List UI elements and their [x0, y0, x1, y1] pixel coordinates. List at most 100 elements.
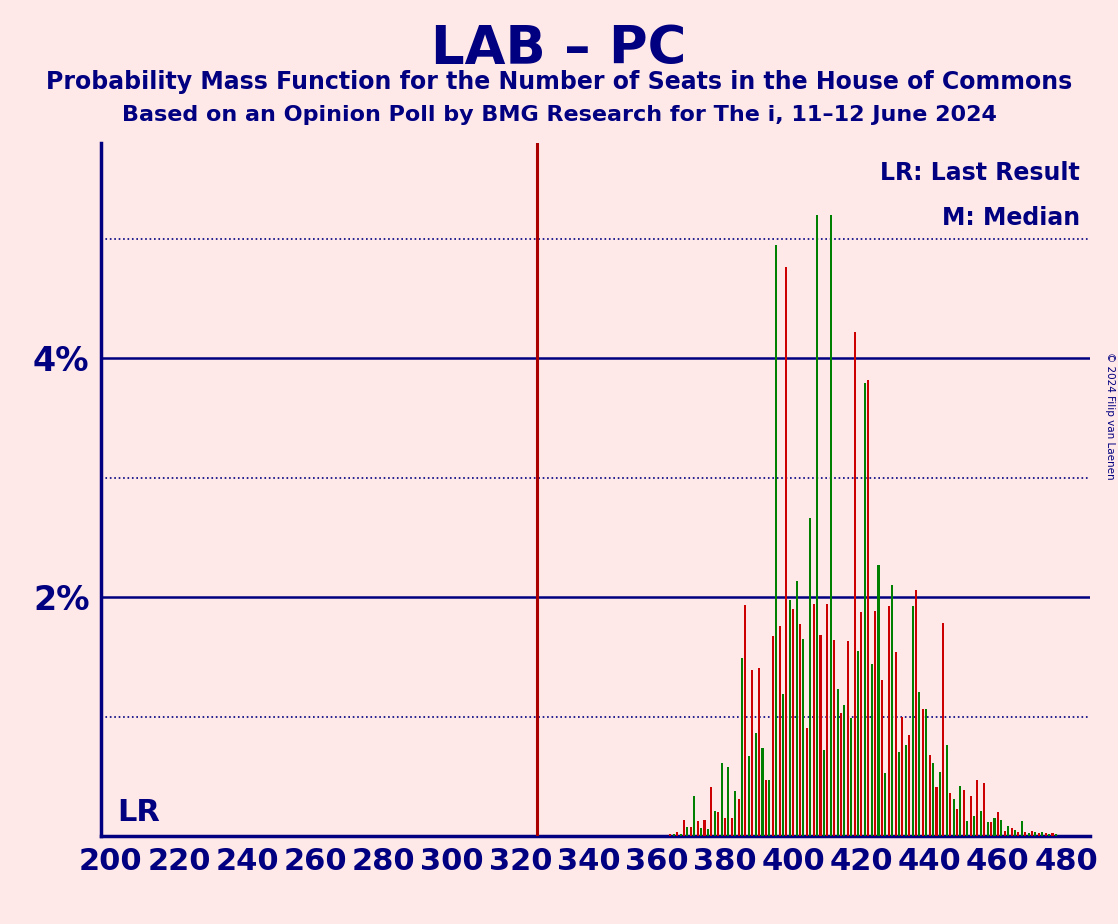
Bar [966, 821, 968, 836]
Bar [1044, 833, 1046, 836]
Bar [1055, 834, 1057, 836]
Bar [915, 590, 917, 836]
Bar [693, 796, 695, 836]
Bar [1021, 821, 1023, 836]
Bar [765, 781, 767, 836]
Bar [823, 750, 825, 836]
Bar [922, 710, 923, 836]
Bar [1048, 833, 1050, 836]
Bar [703, 820, 705, 836]
Bar [673, 833, 675, 836]
Bar [816, 215, 818, 836]
Bar [1031, 831, 1033, 836]
Bar [826, 604, 828, 836]
Bar [686, 827, 689, 836]
Bar [768, 780, 770, 836]
Bar [956, 808, 958, 836]
Bar [891, 585, 893, 836]
Bar [751, 670, 754, 836]
Bar [868, 380, 870, 836]
Bar [846, 641, 849, 836]
Bar [717, 812, 719, 836]
Text: Based on an Opinion Poll by BMG Research for The i, 11–12 June 2024: Based on an Opinion Poll by BMG Research… [122, 105, 996, 126]
Bar [806, 728, 808, 836]
Text: LR: LR [117, 797, 161, 827]
Bar [936, 787, 938, 836]
Bar [775, 245, 777, 836]
Bar [969, 796, 972, 836]
Bar [1034, 833, 1036, 836]
Bar [861, 612, 862, 836]
Bar [755, 733, 757, 836]
Bar [748, 756, 750, 836]
Bar [942, 624, 945, 836]
Bar [894, 652, 897, 836]
Bar [830, 215, 832, 836]
Bar [731, 818, 732, 836]
Bar [871, 664, 873, 836]
Bar [761, 748, 764, 836]
Bar [1052, 833, 1053, 836]
Bar [771, 636, 774, 836]
Bar [738, 799, 740, 836]
Bar [1017, 832, 1020, 836]
Bar [908, 735, 910, 836]
Bar [926, 709, 927, 836]
Bar [1038, 833, 1040, 836]
Bar [911, 606, 913, 836]
Bar [785, 267, 787, 836]
Bar [1041, 833, 1043, 836]
Bar [803, 639, 805, 836]
Bar [728, 767, 729, 836]
Bar [997, 812, 999, 836]
Bar [939, 772, 941, 836]
Bar [1004, 831, 1006, 836]
Bar [953, 799, 955, 836]
Text: M: Median: M: Median [942, 206, 1080, 229]
Bar [690, 827, 692, 836]
Bar [793, 609, 794, 836]
Bar [904, 745, 907, 836]
Bar [670, 833, 672, 836]
Bar [809, 517, 812, 836]
Bar [888, 606, 890, 836]
Bar [707, 830, 709, 836]
Text: LR: Last Result: LR: Last Result [880, 161, 1080, 185]
Bar [918, 692, 920, 836]
Bar [991, 821, 992, 836]
Bar [963, 790, 965, 836]
Text: © 2024 Filip van Laenen: © 2024 Filip van Laenen [1106, 352, 1115, 480]
Bar [959, 786, 961, 836]
Bar [720, 762, 722, 836]
Bar [979, 811, 982, 836]
Bar [1011, 828, 1013, 836]
Bar [710, 787, 712, 836]
Bar [819, 635, 822, 836]
Bar [949, 793, 951, 836]
Bar [854, 332, 855, 836]
Bar [700, 828, 702, 836]
Bar [799, 624, 802, 836]
Bar [1001, 820, 1003, 836]
Bar [874, 612, 877, 836]
Bar [850, 718, 852, 836]
Bar [884, 773, 887, 836]
Bar [840, 713, 842, 836]
Bar [929, 755, 930, 836]
Bar [932, 762, 935, 836]
Bar [976, 780, 978, 836]
Bar [741, 659, 743, 836]
Bar [987, 821, 988, 836]
Text: Probability Mass Function for the Number of Seats in the House of Commons: Probability Mass Function for the Number… [46, 70, 1072, 94]
Bar [973, 816, 975, 836]
Bar [796, 581, 797, 836]
Bar [1027, 833, 1030, 836]
Bar [1014, 831, 1016, 836]
Bar [983, 783, 985, 836]
Bar [713, 811, 716, 836]
Bar [676, 833, 679, 836]
Bar [697, 821, 699, 836]
Bar [836, 689, 838, 836]
Bar [858, 651, 859, 836]
Bar [994, 819, 995, 836]
